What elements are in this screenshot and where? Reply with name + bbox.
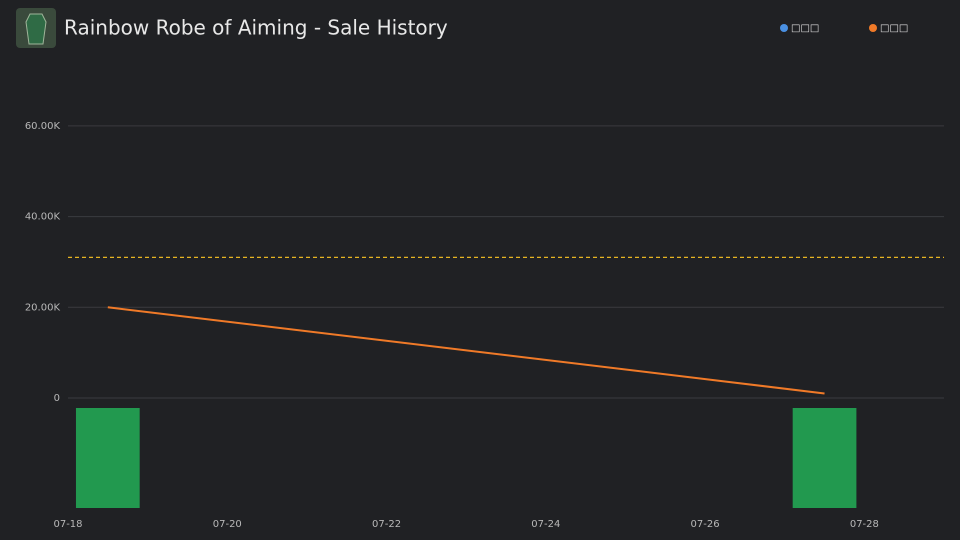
volume-bar <box>75 408 140 508</box>
x-tick-label: 07-18 <box>53 519 82 530</box>
legend-label: □□□ <box>791 23 819 34</box>
y-tick-label: 40.00K <box>25 212 61 223</box>
y-tick-label: 60.00K <box>25 121 61 132</box>
chart-title: Rainbow Robe of Aiming - Sale History <box>64 16 448 40</box>
item-icon-shape <box>25 13 47 45</box>
x-tick-label: 07-28 <box>850 519 879 530</box>
x-tick-label: 07-26 <box>691 519 720 530</box>
legend-marker <box>869 24 877 32</box>
y-tick-label: 20.00K <box>25 302 61 313</box>
x-tick-label: 07-24 <box>531 519 560 530</box>
y-tick-label: 0 <box>54 393 60 404</box>
x-tick-label: 07-22 <box>372 519 401 530</box>
legend-label: □□□ <box>880 23 908 34</box>
legend-marker <box>780 24 788 32</box>
price-line <box>107 306 825 395</box>
volume-bar <box>792 408 857 508</box>
x-tick-label: 07-20 <box>213 519 242 530</box>
